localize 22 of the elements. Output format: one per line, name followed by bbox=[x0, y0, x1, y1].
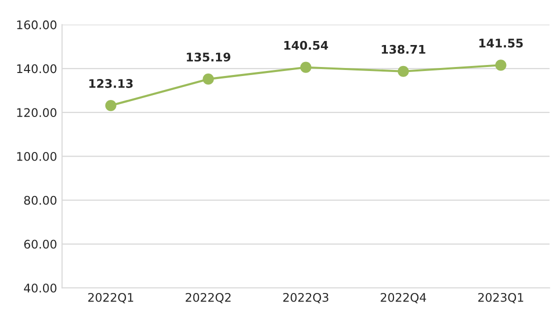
y-tick-label: 120.00 bbox=[17, 108, 56, 118]
y-tick-label: 80.00 bbox=[24, 196, 56, 205]
y-tick-label: 140.00 bbox=[17, 64, 56, 74]
data-label: 123.13 bbox=[89, 79, 133, 88]
y-tick-label: 100.00 bbox=[17, 152, 56, 161]
x-tick-label: 2022Q4 bbox=[380, 292, 426, 304]
point bbox=[105, 100, 116, 112]
x-tick-label: 2022Q2 bbox=[186, 292, 231, 304]
x-tick-label: 2023Q1 bbox=[478, 292, 524, 304]
point bbox=[202, 74, 214, 85]
point bbox=[300, 62, 312, 73]
y-tick-label: 60.00 bbox=[24, 240, 56, 249]
x-tick-label: 2022Q3 bbox=[283, 292, 328, 304]
y-tick-label: 40.00 bbox=[24, 284, 56, 293]
data-label: 138.71 bbox=[382, 44, 426, 54]
point bbox=[398, 66, 409, 77]
y-tick-label: 160.00 bbox=[17, 20, 56, 30]
data-label: 140.54 bbox=[284, 40, 328, 50]
data-label: 135.19 bbox=[186, 52, 230, 62]
point bbox=[495, 60, 506, 71]
x-tick-label: 2022Q1 bbox=[88, 292, 134, 304]
data-label: 141.55 bbox=[479, 38, 523, 48]
